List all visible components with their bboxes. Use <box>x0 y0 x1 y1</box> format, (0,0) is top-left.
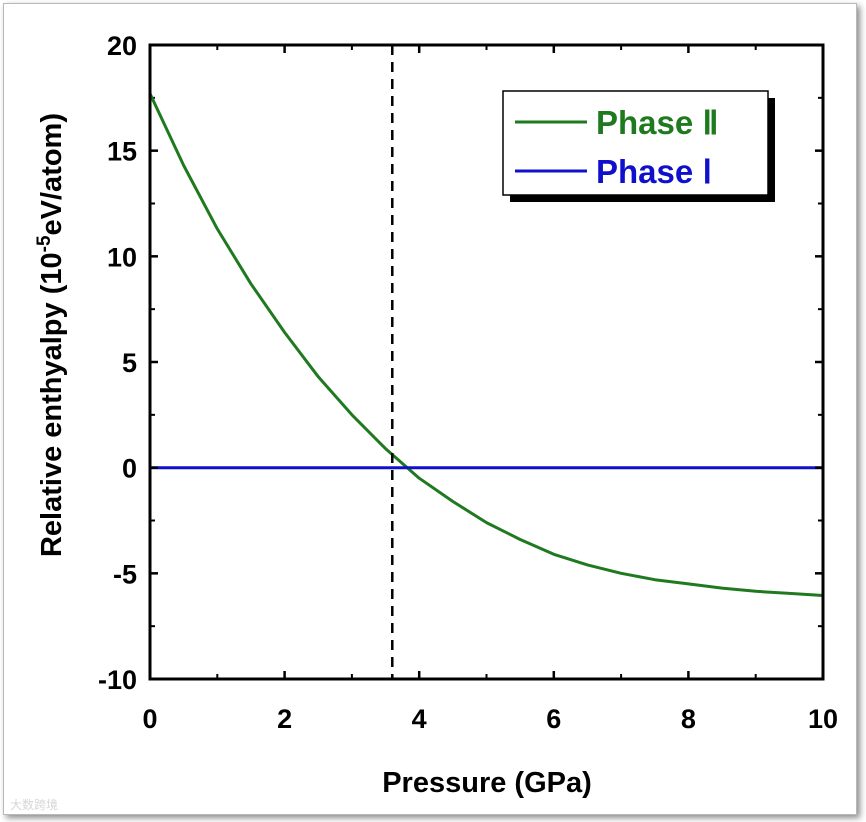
legend-label-phase-2: Phase Ⅱ <box>596 104 719 141</box>
series-layer <box>148 92 824 597</box>
legend-label-phase-1: Phase Ⅰ <box>596 153 712 190</box>
x-tick-label: 10 <box>808 704 838 734</box>
x-axis-title: Pressure (GPa) <box>382 767 592 799</box>
x-tick-label: 6 <box>546 704 561 734</box>
watermark-text: 大数跨境 <box>10 798 59 812</box>
y-axis-title: Relative enthyalpy (10-5eV/atom) <box>34 113 68 557</box>
x-tick-label: 0 <box>142 704 157 734</box>
y-tick-label: 5 <box>122 348 137 378</box>
y-tick-label: -10 <box>98 665 137 695</box>
y-tick-label: -5 <box>113 559 137 589</box>
y-axis: 20 15 10 5 0 -5 -10 <box>98 31 823 695</box>
x-tick-label: 4 <box>412 704 427 734</box>
legend-box <box>502 90 769 196</box>
x-axis: 0 2 4 6 8 10 <box>142 45 838 734</box>
y-tick-label: 10 <box>107 242 137 272</box>
x-tick-label: 8 <box>681 704 696 734</box>
y-tick-label: 20 <box>107 31 137 61</box>
y-tick-label: 0 <box>122 454 137 484</box>
y-tick-label: 15 <box>107 137 137 167</box>
series-line-phase-2 <box>148 92 824 597</box>
x-tick-label: 2 <box>277 704 292 734</box>
legend: Phase Ⅱ Phase Ⅰ <box>502 90 775 202</box>
